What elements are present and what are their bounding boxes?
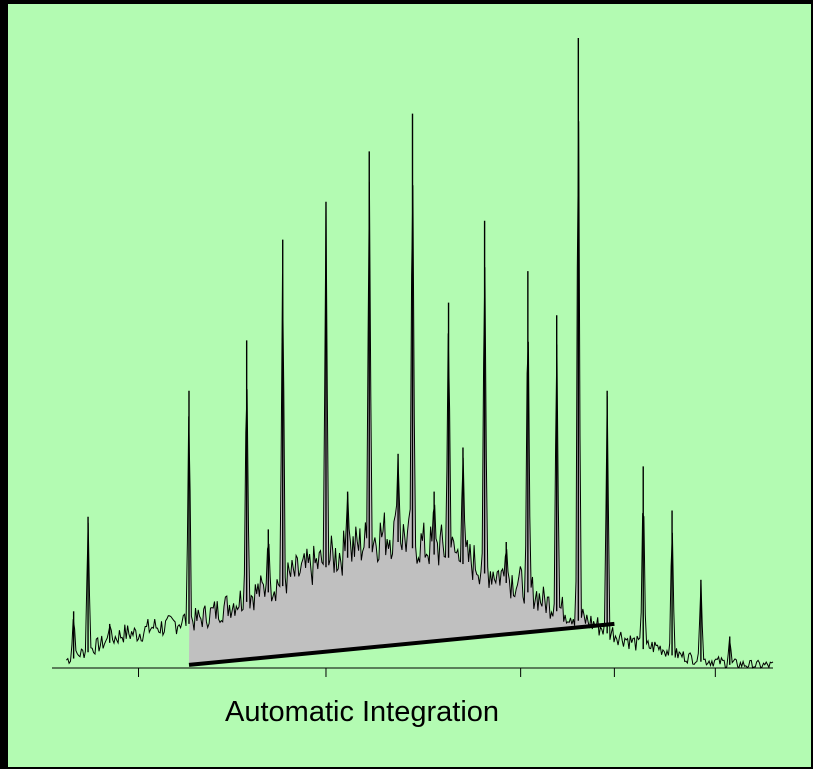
x-axis [52, 667, 773, 677]
trace-layer [66, 121, 774, 669]
integration-baseline [188, 621, 615, 667]
chart-caption: Automatic Integration [225, 696, 500, 728]
integration-baseline-layer [188, 621, 615, 667]
integrated-area-layer [188, 121, 615, 665]
integrated-area [188, 121, 615, 665]
peak-layer [72, 38, 731, 665]
chromatogram-trace [66, 121, 774, 669]
